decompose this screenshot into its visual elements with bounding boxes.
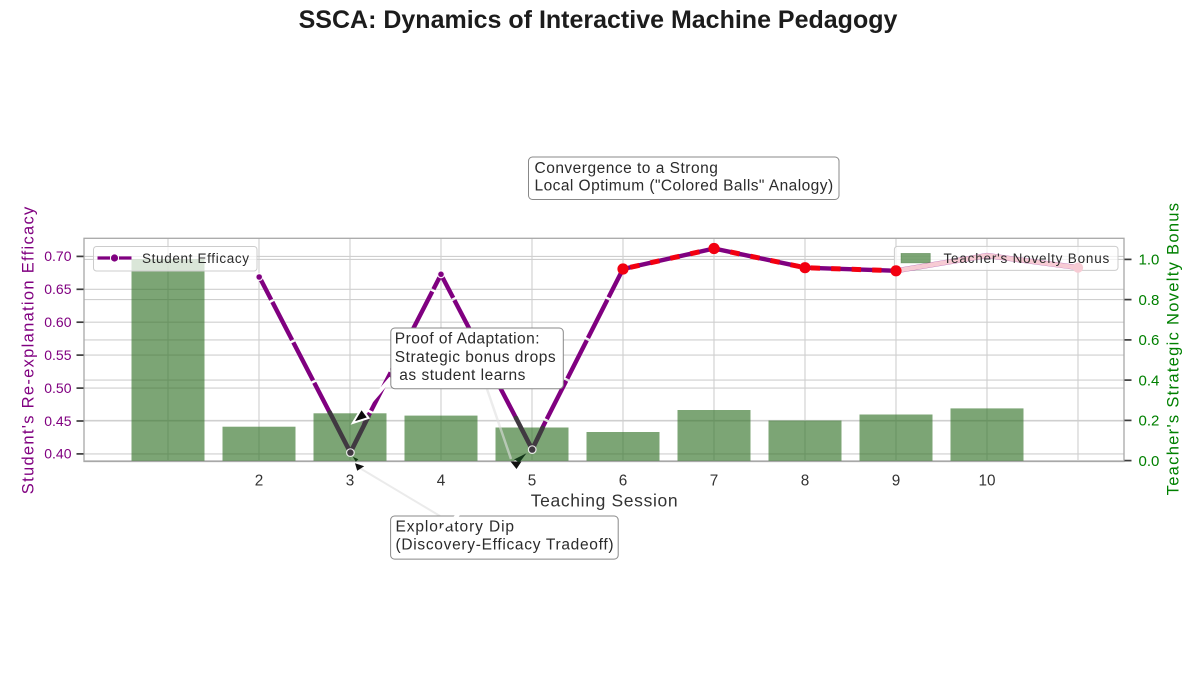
svg-text:Teaching Session: Teaching Session xyxy=(531,491,679,511)
svg-text:Local Optimum ("Colored Balls": Local Optimum ("Colored Balls" Analogy) xyxy=(535,178,834,195)
svg-text:8: 8 xyxy=(801,473,810,490)
svg-text:0.55: 0.55 xyxy=(44,347,71,363)
svg-text:0.2: 0.2 xyxy=(1139,413,1160,430)
svg-text:Student Efficacy: Student Efficacy xyxy=(142,251,250,266)
svg-text:Teacher's Novelty Bonus: Teacher's Novelty Bonus xyxy=(944,251,1111,266)
svg-text:9: 9 xyxy=(892,473,901,490)
svg-text:as student learns: as student learns xyxy=(399,367,526,384)
svg-text:0.45: 0.45 xyxy=(44,413,71,429)
svg-text:Teacher's Strategic Novelty Bo: Teacher's Strategic Novelty Bonus xyxy=(1165,202,1183,496)
svg-text:0.40: 0.40 xyxy=(44,446,71,462)
svg-text:10: 10 xyxy=(978,473,995,490)
svg-text:Exploratory Dip: Exploratory Dip xyxy=(396,519,515,536)
svg-text:0.4: 0.4 xyxy=(1139,372,1160,389)
svg-text:0.60: 0.60 xyxy=(44,314,71,330)
svg-text:Student's Re-explanation Effic: Student's Re-explanation Efficacy xyxy=(20,205,38,494)
svg-text:5: 5 xyxy=(528,473,537,490)
svg-text:3: 3 xyxy=(346,473,355,490)
svg-text:0.6: 0.6 xyxy=(1139,332,1160,349)
svg-text:0.65: 0.65 xyxy=(44,281,71,297)
svg-text:Strategic bonus drops: Strategic bonus drops xyxy=(395,349,556,366)
svg-text:0.8: 0.8 xyxy=(1139,292,1160,309)
svg-text:Convergence to a Strong: Convergence to a Strong xyxy=(535,160,719,177)
svg-text:7: 7 xyxy=(710,473,719,490)
svg-text:(Discovery-Efficacy Tradeoff): (Discovery-Efficacy Tradeoff) xyxy=(396,537,615,554)
svg-text:2: 2 xyxy=(255,473,264,490)
svg-text:6: 6 xyxy=(619,473,628,490)
svg-text:1.0: 1.0 xyxy=(1139,252,1160,269)
svg-text:0.70: 0.70 xyxy=(44,248,71,264)
svg-text:0.50: 0.50 xyxy=(44,380,71,396)
svg-text:SSCA: Dynamics of Interactive: SSCA: Dynamics of Interactive Machine Pe… xyxy=(299,6,898,34)
svg-text:0.0: 0.0 xyxy=(1139,453,1160,470)
svg-text:Proof of Adaptation:: Proof of Adaptation: xyxy=(395,331,540,348)
svg-text:4: 4 xyxy=(437,473,446,490)
